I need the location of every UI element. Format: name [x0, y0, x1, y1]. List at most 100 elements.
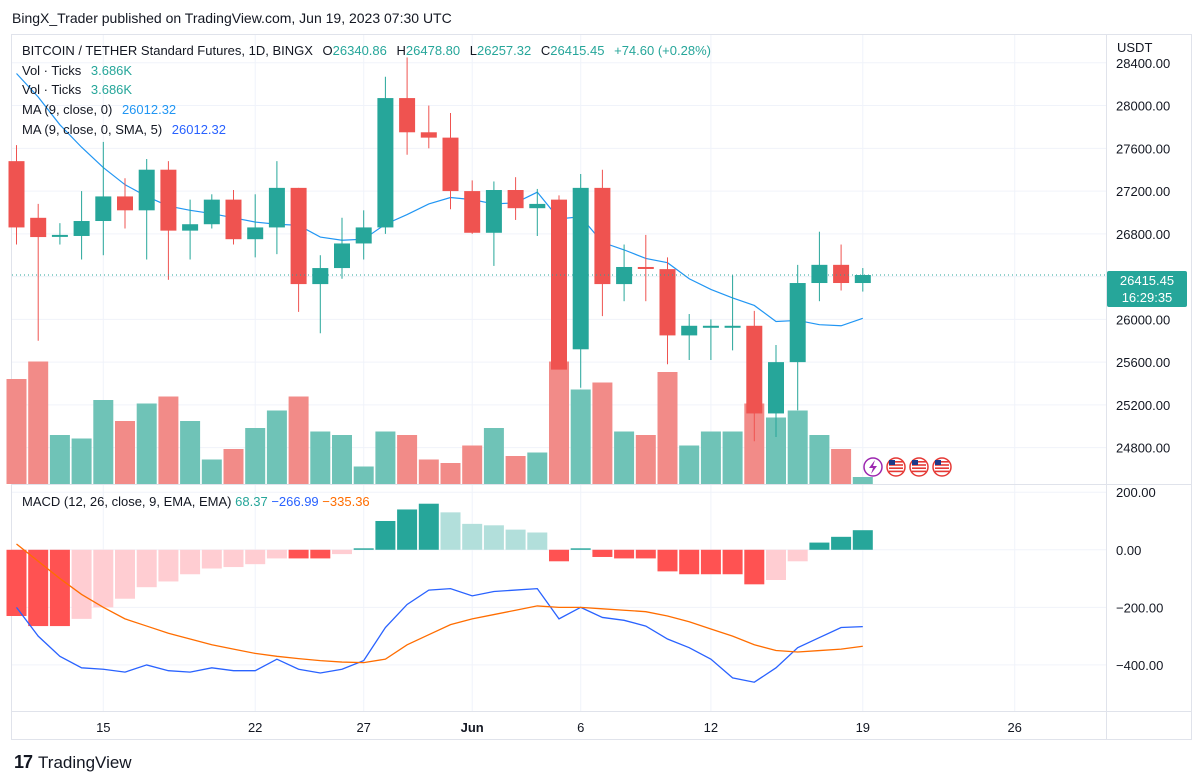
volume-bar	[462, 445, 483, 484]
flag-canton	[889, 460, 895, 465]
publish-caption: BingX_Trader published on TradingView.co…	[12, 10, 452, 26]
volume-bar	[332, 435, 352, 484]
volume-value-2: 3.686K	[90, 82, 133, 97]
candle	[95, 141, 112, 256]
candle-body	[420, 132, 437, 138]
macd-hist-bar	[549, 549, 569, 562]
ohlc-open-value: 26340.86	[332, 43, 387, 58]
volume-legend-1[interactable]: Vol · Ticks 3.686K	[22, 63, 138, 78]
volume-bar	[310, 431, 331, 484]
volume-bar	[71, 438, 92, 484]
ma-value-2: 26012.32	[171, 122, 227, 137]
volume-bar	[288, 396, 309, 484]
volume-bar	[722, 431, 743, 484]
volume-bar	[744, 403, 765, 484]
volume-bar	[440, 463, 461, 484]
macd-hist-bar	[614, 549, 635, 559]
macd-hist-bar	[787, 549, 808, 562]
candle	[399, 57, 416, 155]
last-price-tag: 26415.45 16:29:35	[1107, 271, 1187, 307]
macd-hist-bar	[766, 549, 786, 581]
macd-hist-bar	[505, 529, 526, 550]
macd-hist-value: 68.37	[235, 494, 268, 509]
candle-body	[464, 191, 481, 233]
tradingview-brand: TradingView	[38, 752, 132, 772]
macd-axis: 200.00 0.00 −200.00 −400.00	[1116, 485, 1163, 673]
event-markers	[863, 457, 952, 477]
ohlc-low-value: 26257.32	[477, 43, 532, 58]
time-tick-label: 12	[704, 720, 718, 735]
candle	[616, 244, 633, 302]
volume-bar	[266, 410, 287, 484]
ohlc-high-label: H	[396, 43, 406, 58]
ma-label-2: MA (9, close, 0, SMA, 5)	[22, 122, 163, 137]
candle	[529, 188, 546, 236]
candle	[377, 76, 394, 234]
candle	[746, 310, 763, 442]
volume-bar	[635, 435, 656, 484]
volume-bar	[657, 372, 678, 484]
volume-bar	[201, 459, 222, 484]
currency-label[interactable]: USDT	[1117, 40, 1153, 55]
candle	[485, 181, 502, 266]
candle	[833, 244, 850, 291]
ma-label-1: MA (9, close, 0)	[22, 102, 113, 117]
macd-hist-bar	[809, 542, 830, 550]
macd-tick-label: −200.00	[1116, 600, 1163, 615]
flag-stripe	[889, 461, 903, 463]
volume-bar	[852, 477, 873, 484]
tradingview-footer[interactable]: 17 TradingView	[14, 752, 132, 773]
macd-hist-bar	[657, 549, 678, 572]
volume-bar	[787, 410, 808, 484]
candle	[854, 268, 871, 292]
signal-line	[16, 543, 863, 664]
candle	[312, 255, 329, 334]
macd-signal-value: −335.36	[322, 494, 370, 509]
volume-bar	[809, 435, 830, 484]
candle	[73, 191, 90, 260]
price-tick-label: 28400.00	[1116, 56, 1170, 71]
macd-tick-label: 0.00	[1116, 543, 1141, 558]
ma-legend-1[interactable]: MA (9, close, 0) 26012.32	[22, 102, 182, 117]
ohlc-close: C26415.45	[541, 43, 605, 58]
volume-legend-2[interactable]: Vol · Ticks 3.686K	[22, 82, 138, 97]
candle-body	[659, 269, 676, 336]
volume-bar	[831, 449, 852, 484]
flag-stripe	[889, 467, 903, 469]
candle	[811, 231, 828, 302]
macd-legend[interactable]: MACD (12, 26, close, 9, EMA, EMA) 68.37 …	[22, 494, 370, 509]
volume-bar	[245, 428, 266, 484]
macd-hist-bar	[744, 549, 765, 585]
macd-hist-bar	[679, 549, 700, 575]
macd-hist-bar	[28, 549, 49, 627]
candle-body	[768, 362, 784, 414]
candle	[702, 319, 719, 360]
volume-bar	[527, 452, 548, 484]
ma-legend-2[interactable]: MA (9, close, 0, SMA, 5) 26012.32	[22, 122, 232, 137]
volume-bar	[549, 361, 569, 484]
candle-body	[833, 264, 850, 284]
candle	[681, 314, 698, 360]
candle	[659, 257, 676, 365]
ohlc-open-label: O	[322, 43, 333, 58]
macd-hist-bar	[158, 549, 179, 582]
macd-hist-bar	[353, 548, 374, 550]
flag-stripe	[889, 464, 903, 466]
last-price-value: 26415.45	[1119, 273, 1175, 288]
macd-hist-bar	[700, 549, 721, 575]
candle-body	[572, 187, 589, 350]
flag-stripe	[912, 467, 926, 469]
time-tick-label: 6	[577, 720, 584, 735]
candle-body	[95, 196, 112, 222]
macd-hist-bar	[527, 532, 548, 550]
flag-stripe	[935, 470, 949, 473]
volume-bar	[679, 445, 700, 484]
candle	[117, 178, 133, 229]
macd-line	[15, 587, 863, 683]
macd-hist-bar	[49, 549, 70, 627]
time-tick-label: Jun	[461, 720, 484, 735]
volume-bar	[700, 431, 721, 484]
volume-bar	[158, 396, 179, 484]
candle-body	[377, 98, 394, 228]
